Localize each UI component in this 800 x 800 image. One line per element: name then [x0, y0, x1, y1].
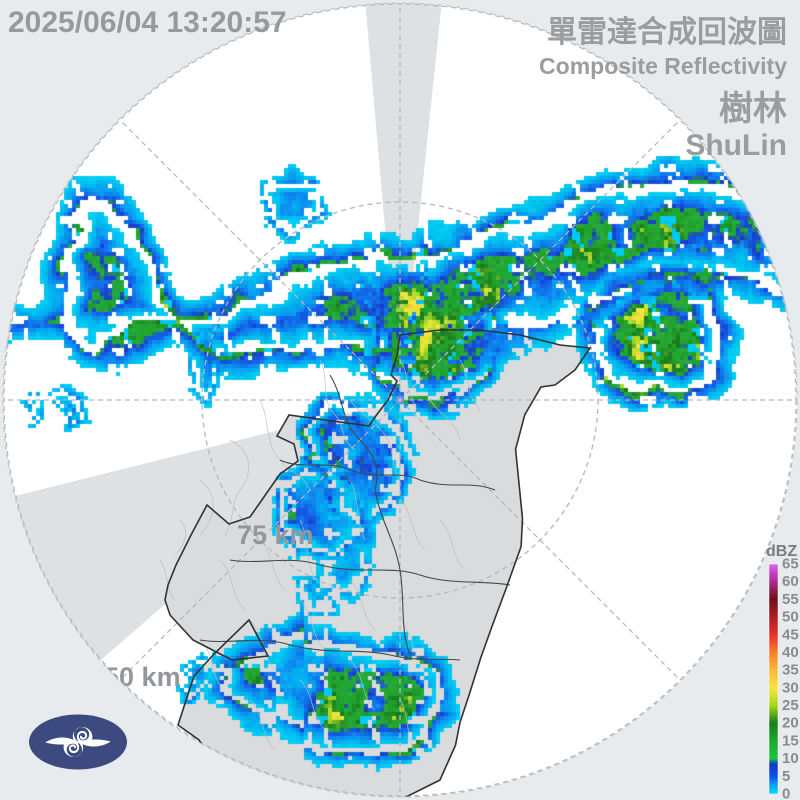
svg-text:Composite Reflectivity: Composite Reflectivity — [539, 53, 787, 79]
svg-text:30: 30 — [782, 679, 799, 696]
svg-text:50: 50 — [782, 609, 799, 626]
svg-text:150 km: 150 km — [89, 662, 181, 692]
svg-text:0: 0 — [782, 786, 790, 800]
svg-text:65: 65 — [782, 556, 799, 573]
svg-text:45: 45 — [782, 626, 799, 643]
svg-text:5: 5 — [782, 768, 790, 785]
svg-text:單雷達合成回波圖: 單雷達合成回波圖 — [547, 15, 787, 49]
svg-text:60: 60 — [782, 573, 799, 590]
svg-text:55: 55 — [782, 591, 799, 608]
svg-text:2025/06/04 13:20:57: 2025/06/04 13:20:57 — [8, 6, 287, 39]
svg-text:40: 40 — [782, 644, 799, 661]
svg-text:25: 25 — [782, 697, 799, 714]
svg-text:15: 15 — [782, 732, 799, 749]
svg-text:樹林: 樹林 — [719, 90, 787, 128]
svg-text:ShuLin: ShuLin — [685, 129, 787, 162]
svg-text:75 km: 75 km — [237, 520, 314, 550]
svg-text:35: 35 — [782, 662, 799, 679]
svg-text:20: 20 — [782, 715, 799, 732]
svg-text:10: 10 — [782, 750, 799, 767]
